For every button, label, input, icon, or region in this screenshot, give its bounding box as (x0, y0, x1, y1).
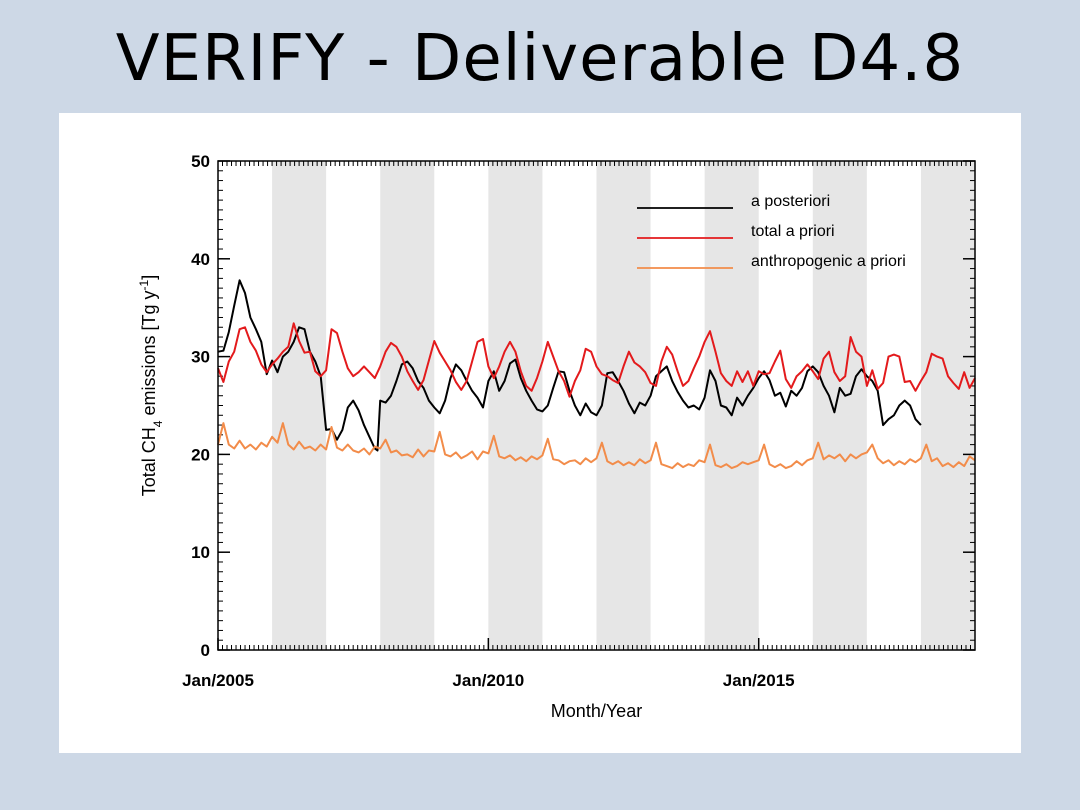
x-axis-title: Month/Year (551, 701, 642, 721)
shade-band-2016 (812, 161, 867, 650)
y-tick-label: 40 (191, 250, 210, 269)
legend-label-anthropogenic-a-priori: anthropogenic a priori (751, 253, 906, 270)
shade-band-2018 (920, 161, 975, 650)
plot-frame (217, 160, 976, 651)
y-tick-label: 0 (201, 641, 210, 660)
ch4-emissions-chart: 0 10 20 30 40 50 Jan/2005 Jan/2010 Jan/2015 Mon… (137, 152, 976, 721)
year-shading (272, 161, 975, 650)
y-tick-label: 20 (191, 445, 210, 464)
y-axis-title-sub: 4 (151, 420, 165, 427)
series-line-anthropogenic-a-priori (217, 422, 976, 470)
y-tick-label: 10 (191, 543, 210, 562)
shade-band-2008 (380, 161, 435, 650)
y-tick-label: 50 (191, 152, 210, 171)
series-line-a-posteriori (217, 279, 922, 452)
legend-label-total-a-priori: total a priori (751, 223, 835, 240)
legend: a posteriori total a priori anthropogeni… (637, 193, 906, 270)
slide-title: VERIFY - Deliverable D4.8 (115, 22, 965, 96)
y-axis-title-mid: emissions [Tg y (139, 290, 159, 420)
legend-label-a-posteriori: a posteriori (751, 193, 830, 210)
y-axis-title-sup: -1 (137, 279, 151, 290)
x-tick-label: Jan/2015 (723, 671, 795, 690)
chart-panel: 0 10 20 30 40 50 Jan/2005 Jan/2010 Jan/2015 Mon… (59, 113, 1021, 753)
shade-band-2014 (704, 161, 759, 650)
shade-band-2012 (596, 161, 651, 650)
y-axis-ticks: 0 10 20 30 40 50 (191, 152, 975, 660)
minor-ticks (217, 160, 976, 651)
y-axis-title: Total CH4 emissions [Tg y-1] (137, 275, 165, 496)
x-axis-ticks: Jan/2005 Jan/2010 Jan/2015 (182, 638, 795, 690)
x-tick-label: Jan/2010 (452, 671, 524, 690)
shade-band-2006 (272, 161, 327, 650)
y-tick-label: 30 (191, 348, 210, 367)
y-axis-title-post: ] (139, 275, 159, 280)
y-axis-title-pre: Total CH (139, 427, 159, 496)
shade-band-2010 (488, 161, 543, 650)
x-tick-label: Jan/2005 (182, 671, 254, 690)
series-layer (217, 279, 976, 470)
series-line-total-a-priori (217, 322, 976, 398)
